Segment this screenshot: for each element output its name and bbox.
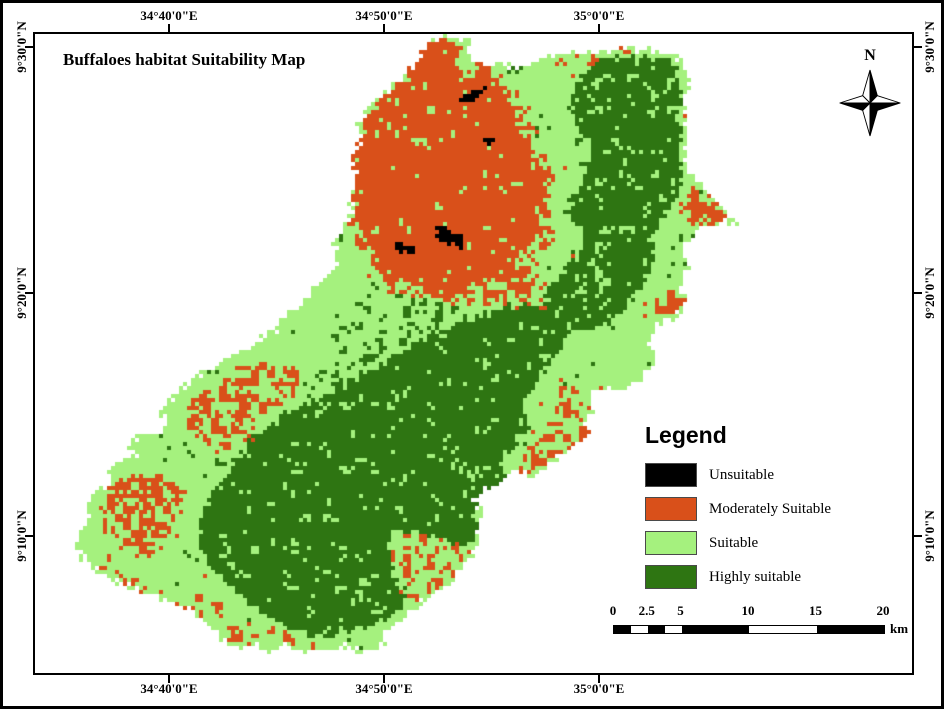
- legend-item-label: Highly suitable: [709, 568, 802, 585]
- scalebar-number: 20: [876, 603, 890, 618]
- axis-tick-left: [25, 535, 33, 537]
- scale-bar: 0 2.5 5 10 15 20 km: [603, 603, 933, 645]
- compass-star-icon: [839, 69, 901, 137]
- map-title: Buffaloes habitat Suitability Map: [63, 50, 306, 69]
- legend-item-label: Unsuitable: [709, 466, 774, 483]
- scalebar-segment: [630, 626, 648, 633]
- suitability-raster-map: [35, 34, 912, 673]
- scalebar-number: 2.5: [638, 603, 655, 618]
- scalebar-segment: [664, 626, 682, 633]
- axis-tick-left: [25, 292, 33, 294]
- scalebar-number: 0: [609, 603, 617, 618]
- scalebar-number: 10: [741, 603, 755, 618]
- legend: Legend Unsuitable Moderately Suitable Suit…: [645, 422, 925, 599]
- legend-items: Unsuitable Moderately Suitable Suitable Hig…: [645, 463, 925, 589]
- legend-item: Moderately Suitable: [645, 497, 925, 521]
- axis-tick-bottom: [168, 675, 170, 683]
- legend-item: Highly suitable: [645, 565, 925, 589]
- axis-tick-bottom: [383, 675, 385, 683]
- scalebar-number: 15: [809, 603, 822, 618]
- north-label: N: [864, 47, 876, 64]
- axis-tick-right: [914, 46, 922, 48]
- scalebar-segment: [647, 626, 665, 633]
- legend-swatch-high: [645, 565, 697, 589]
- legend-item: Unsuitable: [645, 463, 925, 487]
- legend-swatch-suitable: [645, 531, 697, 555]
- scalebar-unit: km: [890, 621, 909, 636]
- axis-label-right: 9°20'0"N: [922, 267, 937, 319]
- legend-title: Legend: [645, 422, 727, 448]
- axis-tick-right: [914, 292, 922, 294]
- axis-label-right: 9°30'0"N: [922, 21, 937, 73]
- north-arrow: N: [837, 47, 903, 143]
- axis-tick-top: [168, 24, 170, 32]
- axis-label-top: 34°50'0"E: [355, 8, 413, 23]
- axis-label-bottom: 35°0'0"E: [573, 681, 625, 696]
- scalebar-bar: [613, 625, 885, 634]
- scalebar-segment: [749, 626, 817, 633]
- axis-label-bottom: 34°50'0"E: [355, 681, 413, 696]
- legend-item-label: Moderately Suitable: [709, 500, 832, 517]
- axis-tick-top: [598, 24, 600, 32]
- axis-label-top: 34°40'0"E: [140, 8, 198, 23]
- axis-tick-left: [25, 46, 33, 48]
- axis-label-bottom: 34°40'0"E: [140, 681, 198, 696]
- axis-label-top: 35°0'0"E: [573, 8, 625, 23]
- legend-swatch-unsuitable: [645, 463, 697, 487]
- legend-swatch-moderate: [645, 497, 697, 521]
- legend-item-label: Suitable: [709, 534, 759, 551]
- axis-tick-right: [914, 535, 922, 537]
- scalebar-segment: [681, 626, 749, 633]
- axis-label-right: 9°10'0"N: [922, 510, 937, 562]
- scalebar-number: 5: [677, 603, 684, 618]
- axis-tick-top: [383, 24, 385, 32]
- axis-tick-bottom: [598, 675, 600, 683]
- legend-item: Suitable: [645, 531, 925, 555]
- scalebar-segment: [614, 626, 631, 633]
- scalebar-segment: [816, 626, 884, 633]
- map-neatline: Buffaloes habitat Suitability Map N Lege…: [33, 32, 914, 675]
